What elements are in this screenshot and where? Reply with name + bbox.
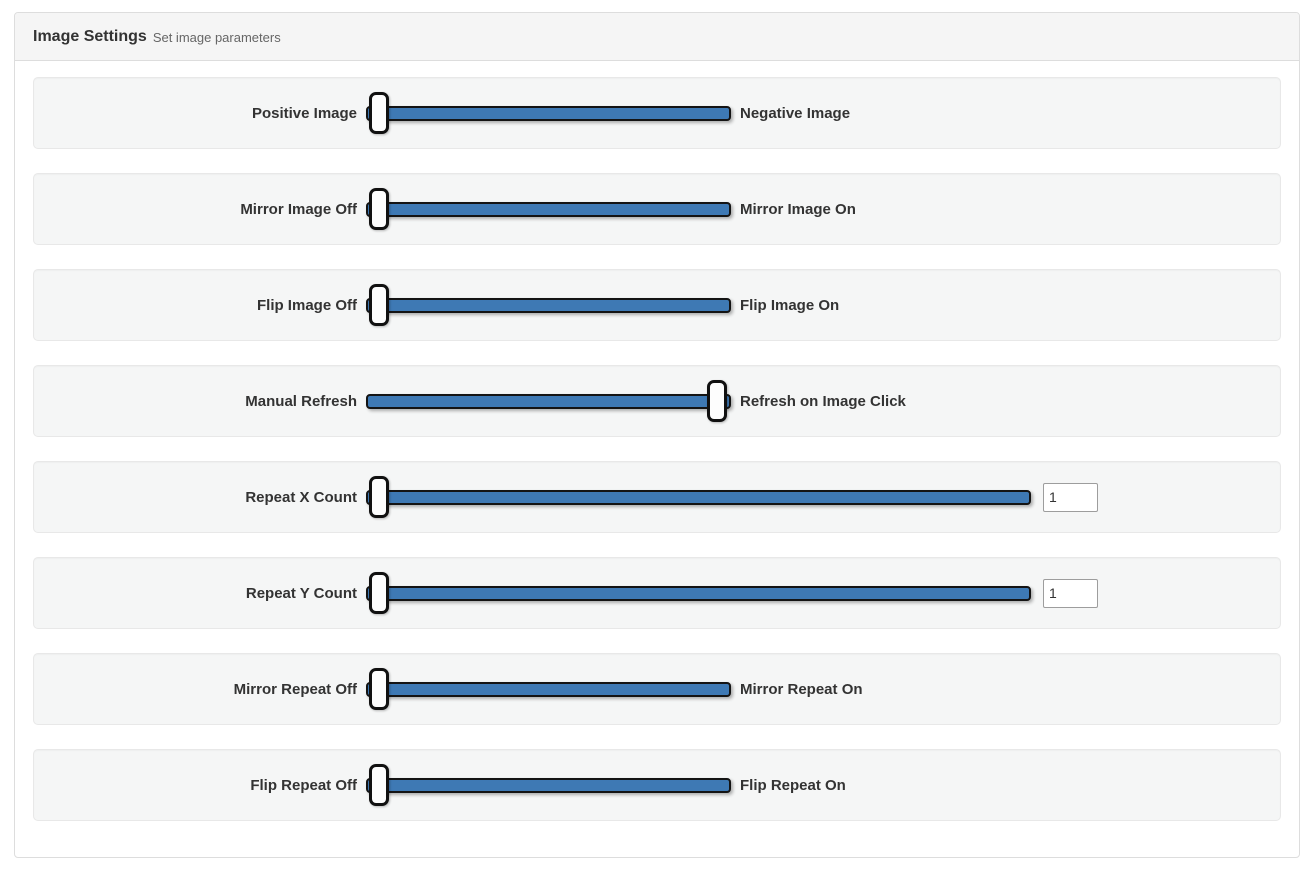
refresh-mode-slider-track[interactable] <box>366 380 731 422</box>
refresh-mode-slider-handle[interactable] <box>707 380 727 422</box>
repeat-y-slider-track[interactable] <box>366 572 1031 614</box>
slider-left-label: Flip Repeat Off <box>250 776 357 794</box>
slider-left-label: Repeat X Count <box>245 488 357 506</box>
slider-left-label: Flip Image Off <box>256 296 357 314</box>
flip-repeat-slider-track[interactable] <box>366 764 731 806</box>
slider-right-label: Refresh on Image Click <box>740 392 906 410</box>
repeat-x-slider-track[interactable] <box>366 476 1031 518</box>
panel-body: Positive Image Negative Image Mirror Ima… <box>15 61 1299 861</box>
slider-right-label: Mirror Repeat On <box>740 680 863 698</box>
row-mirror-repeat: Mirror Repeat Off Mirror Repeat On <box>33 653 1281 725</box>
repeat-x-count-input[interactable] <box>1043 482 1098 512</box>
row-mirror-image: Mirror Image Off Mirror Image On <box>33 173 1281 245</box>
image-settings-panel: Image Settings Set image parameters Posi… <box>14 12 1300 858</box>
flip-image-slider-handle[interactable] <box>369 284 389 326</box>
mirror-image-slider-handle[interactable] <box>369 188 389 230</box>
mirror-repeat-slider-track[interactable] <box>366 668 731 710</box>
slider-left-label: Manual Refresh <box>245 392 357 410</box>
repeat-x-slider-handle[interactable] <box>369 476 389 518</box>
flip-repeat-slider-handle[interactable] <box>369 764 389 806</box>
slider-left-label: Mirror Image Off <box>240 200 357 218</box>
slider-left-label: Mirror Repeat Off <box>233 680 357 698</box>
row-positive-negative-image: Positive Image Negative Image <box>33 77 1281 149</box>
repeat-y-slider-handle[interactable] <box>369 572 389 614</box>
slider-right-label: Flip Image On <box>740 296 840 314</box>
slider-left-label: Repeat Y Count <box>245 584 357 602</box>
panel-subtitle: Set image parameters <box>152 30 281 45</box>
slider-left-label: Positive Image <box>251 104 357 122</box>
mirror-repeat-slider-handle[interactable] <box>369 668 389 710</box>
flip-image-slider-track[interactable] <box>366 284 731 326</box>
panel-title: Image Settings <box>33 27 147 45</box>
slider-right-label: Negative Image <box>740 104 851 122</box>
panel-header: Image Settings Set image parameters <box>15 13 1299 61</box>
repeat-y-count-input[interactable] <box>1043 578 1098 608</box>
row-refresh-mode: Manual Refresh Refresh on Image Click <box>33 365 1281 437</box>
image-polarity-slider-track[interactable] <box>366 92 731 134</box>
row-repeat-x-count: Repeat X Count <box>33 461 1281 533</box>
slider-right-label: Flip Repeat On <box>740 776 846 794</box>
mirror-image-slider-track[interactable] <box>366 188 731 230</box>
row-flip-repeat: Flip Repeat Off Flip Repeat On <box>33 749 1281 821</box>
slider-right-label: Mirror Image On <box>740 200 856 218</box>
row-flip-image: Flip Image Off Flip Image On <box>33 269 1281 341</box>
row-repeat-y-count: Repeat Y Count <box>33 557 1281 629</box>
image-polarity-slider-handle[interactable] <box>369 92 389 134</box>
